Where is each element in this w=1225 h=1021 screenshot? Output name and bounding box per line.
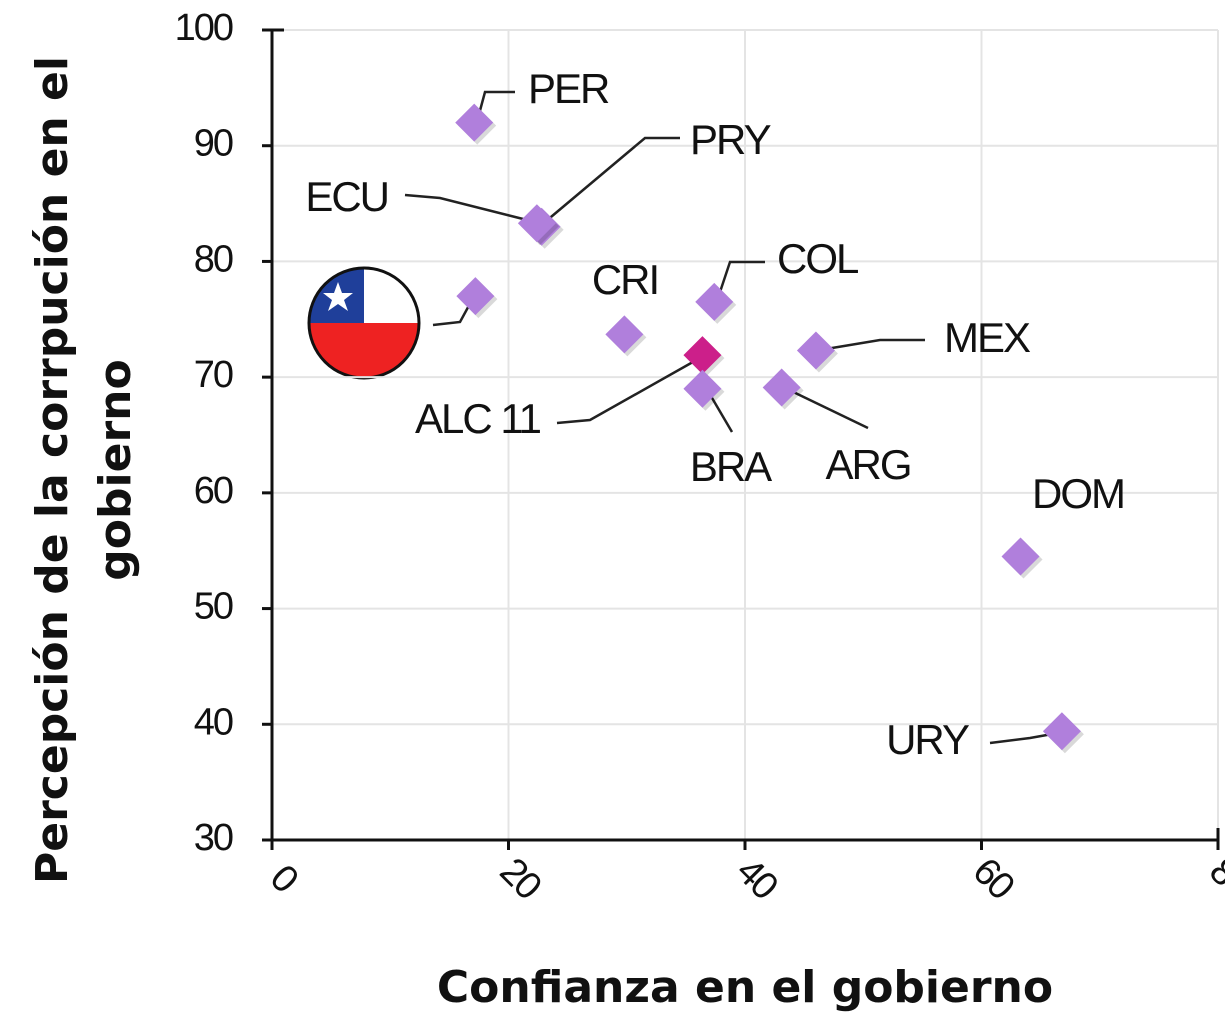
x-axis-title: Confianza en el gobierno [437, 962, 1053, 1013]
point-label: PRY [690, 116, 772, 163]
y-tick-label: 60 [194, 470, 233, 512]
marker [605, 315, 644, 354]
point-label: URY [886, 716, 970, 763]
marker [683, 369, 722, 408]
y-tick-label: 30 [194, 817, 233, 859]
marker [695, 282, 734, 321]
marker [796, 331, 835, 370]
leader-line [556, 356, 701, 425]
y-tick-label: 40 [194, 701, 233, 743]
marker [1042, 712, 1081, 751]
chile-flag [307, 266, 421, 380]
marker [762, 368, 801, 407]
y-axis-title: gobierno [90, 359, 141, 580]
y-axis-title: Percepción de la corrpución en el [27, 56, 78, 884]
leader-line [819, 338, 925, 352]
marker [683, 336, 722, 375]
leader-line [784, 386, 869, 430]
marker [1001, 537, 1040, 576]
point-label: ECU [305, 173, 388, 220]
x-tick-label: 40 [728, 850, 785, 907]
marker [456, 277, 495, 316]
point-label: ARG [825, 441, 910, 488]
marker [455, 103, 494, 142]
y-tick-label: 90 [194, 123, 233, 165]
leader-line [716, 260, 765, 299]
x-tick-label: 20 [492, 850, 549, 907]
leader-line [476, 90, 515, 119]
y-tick-label: 80 [194, 238, 233, 280]
point-label: COL [777, 235, 858, 282]
y-tick-label: 70 [194, 354, 233, 396]
point-label: CRI [592, 256, 658, 303]
point-label: PER [528, 65, 609, 112]
x-tick-label: 60 [965, 850, 1022, 907]
point-label: DOM [1032, 470, 1124, 517]
y-tick-label: 50 [194, 586, 233, 628]
x-tick-label: 0 [262, 857, 306, 901]
point-label: BRA [690, 443, 772, 490]
point-label: MEX [944, 314, 1031, 361]
marker [517, 204, 556, 243]
x-tick-label: 80 [1201, 850, 1225, 907]
y-tick-label: 100 [175, 7, 233, 49]
leader-line [544, 136, 680, 223]
leader-line [404, 193, 536, 224]
point-label: ALC 11 [415, 395, 541, 442]
